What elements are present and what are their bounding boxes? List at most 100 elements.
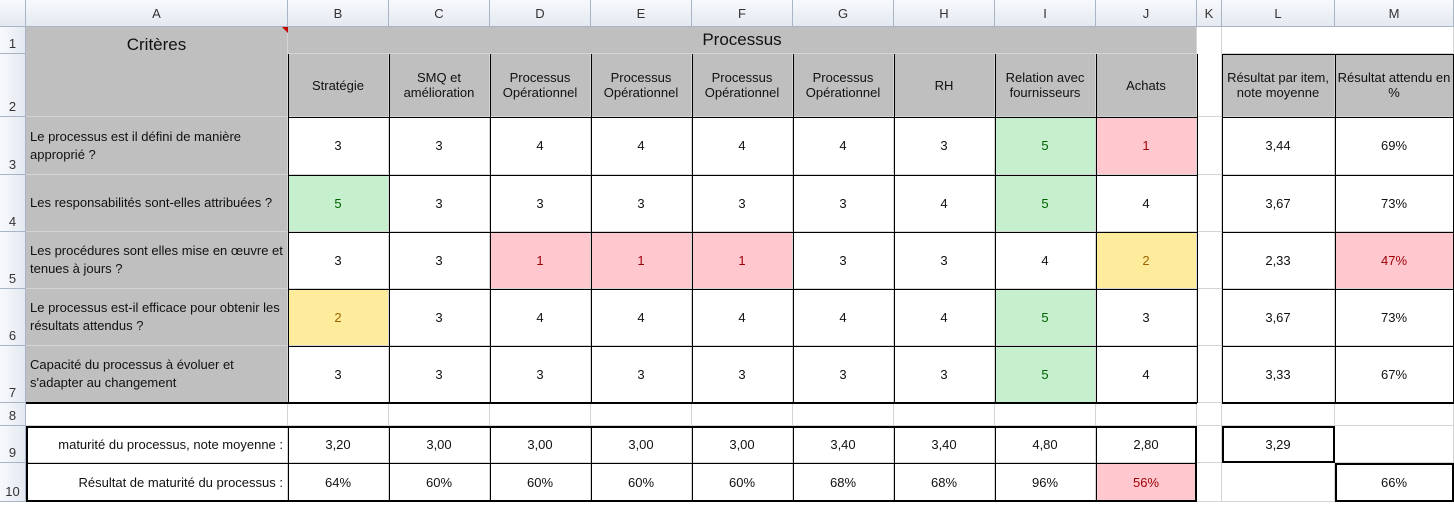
column-header-g[interactable]: G	[793, 0, 894, 27]
overall-average-cell[interactable]: 3,29	[1222, 426, 1335, 463]
select-all-corner[interactable]	[0, 0, 26, 27]
empty-k-cell[interactable]	[1197, 346, 1222, 403]
row-header-10[interactable]: 10	[0, 463, 26, 502]
empty-k-cell[interactable]	[1197, 175, 1222, 232]
item-average-cell[interactable]: 2,33	[1222, 232, 1335, 289]
score-cell[interactable]: 1	[1096, 117, 1197, 175]
criterion-label[interactable]: Le processus est-il efficace pour obteni…	[26, 289, 288, 346]
item-average-cell[interactable]: 3,67	[1222, 175, 1335, 232]
item-percent-cell[interactable]: 73%	[1335, 175, 1454, 232]
result-percent-cell[interactable]: 60%	[389, 463, 490, 502]
item-percent-cell[interactable]: 47%	[1335, 232, 1454, 289]
score-cell[interactable]: 3	[591, 346, 692, 403]
result-percent-cell[interactable]: 60%	[692, 463, 793, 502]
process-column-label[interactable]: Processus Opérationnel	[692, 54, 793, 117]
processus-header[interactable]: Processus	[288, 27, 1197, 54]
empty-row8-cell[interactable]	[1096, 403, 1197, 426]
empty-row8-cell[interactable]	[692, 403, 793, 426]
score-cell[interactable]: 3	[591, 175, 692, 232]
score-cell[interactable]: 1	[591, 232, 692, 289]
column-header-j[interactable]: J	[1096, 0, 1197, 27]
score-cell[interactable]: 4	[490, 117, 591, 175]
maturity-average-cell[interactable]: 3,40	[894, 426, 995, 463]
empty-k-cell[interactable]	[1197, 232, 1222, 289]
column-header-l[interactable]: L	[1222, 0, 1335, 27]
score-cell[interactable]: 5	[995, 117, 1096, 175]
column-header-a[interactable]: A	[26, 0, 288, 27]
comment-indicator-icon[interactable]	[282, 27, 288, 33]
empty-row8-cell[interactable]	[793, 403, 894, 426]
result-percent-cell[interactable]: 56%	[1096, 463, 1197, 502]
score-cell[interactable]: 5	[995, 289, 1096, 346]
score-cell[interactable]: 5	[288, 175, 389, 232]
empty-row8-cell[interactable]	[894, 403, 995, 426]
criterion-label[interactable]: Le processus est il défini de manière ap…	[26, 117, 288, 175]
column-header-h[interactable]: H	[894, 0, 995, 27]
resultat-pct-header[interactable]: Résultat attendu en %	[1335, 54, 1454, 117]
score-cell[interactable]: 4	[490, 289, 591, 346]
score-cell[interactable]: 4	[1096, 175, 1197, 232]
result-percent-cell[interactable]: 64%	[288, 463, 389, 502]
score-cell[interactable]: 4	[692, 289, 793, 346]
score-cell[interactable]: 3	[288, 117, 389, 175]
row-header-3[interactable]: 3	[0, 117, 26, 175]
criteres-header[interactable]: Critères	[26, 27, 288, 117]
item-percent-cell[interactable]: 73%	[1335, 289, 1454, 346]
score-cell[interactable]: 3	[389, 175, 490, 232]
score-cell[interactable]: 3	[490, 175, 591, 232]
empty-row8-cell[interactable]	[1197, 403, 1222, 426]
empty-row8-cell[interactable]	[288, 403, 389, 426]
score-cell[interactable]: 3	[894, 346, 995, 403]
column-header-i[interactable]: I	[995, 0, 1096, 27]
score-cell[interactable]: 2	[1096, 232, 1197, 289]
score-cell[interactable]: 3	[389, 232, 490, 289]
maturity-average-cell[interactable]: 3,00	[389, 426, 490, 463]
row-header-6[interactable]: 6	[0, 289, 26, 346]
score-cell[interactable]: 3	[793, 346, 894, 403]
score-cell[interactable]: 3	[793, 232, 894, 289]
process-column-label[interactable]: Processus Opérationnel	[490, 54, 591, 117]
empty-row8-cell[interactable]	[1222, 403, 1335, 426]
empty-k9[interactable]	[1197, 426, 1222, 463]
score-cell[interactable]: 3	[692, 175, 793, 232]
process-column-label[interactable]: Stratégie	[288, 54, 389, 117]
empty-row8-cell[interactable]	[490, 403, 591, 426]
maturity-average-cell[interactable]: 2,80	[1096, 426, 1197, 463]
empty-l10[interactable]	[1222, 463, 1335, 502]
process-column-label[interactable]: RH	[894, 54, 995, 117]
item-percent-cell[interactable]: 67%	[1335, 346, 1454, 403]
empty-row8-cell[interactable]	[26, 403, 288, 426]
score-cell[interactable]: 3	[894, 232, 995, 289]
row-header-5[interactable]: 5	[0, 232, 26, 289]
score-cell[interactable]: 5	[995, 175, 1096, 232]
score-cell[interactable]: 4	[793, 117, 894, 175]
score-cell[interactable]: 5	[995, 346, 1096, 403]
result-percent-cell[interactable]: 68%	[894, 463, 995, 502]
score-cell[interactable]: 4	[894, 175, 995, 232]
item-average-cell[interactable]: 3,33	[1222, 346, 1335, 403]
process-column-label[interactable]: SMQ et amélioration	[389, 54, 490, 117]
maturity-average-cell[interactable]: 3,20	[288, 426, 389, 463]
empty-row8-cell[interactable]	[995, 403, 1096, 426]
score-cell[interactable]: 4	[692, 117, 793, 175]
score-cell[interactable]: 4	[1096, 346, 1197, 403]
empty-k10[interactable]	[1197, 463, 1222, 502]
empty-row8-cell[interactable]	[591, 403, 692, 426]
score-cell[interactable]: 3	[288, 232, 389, 289]
score-cell[interactable]: 4	[591, 117, 692, 175]
row-header-1[interactable]: 1	[0, 27, 26, 54]
score-cell[interactable]: 2	[288, 289, 389, 346]
score-cell[interactable]: 3	[692, 346, 793, 403]
score-cell[interactable]: 1	[692, 232, 793, 289]
maturity-label[interactable]: maturité du processus, note moyenne :	[26, 426, 288, 463]
maturity-average-cell[interactable]: 3,00	[692, 426, 793, 463]
score-cell[interactable]: 3	[389, 117, 490, 175]
column-header-b[interactable]: B	[288, 0, 389, 27]
row-header-2[interactable]: 2	[0, 54, 26, 117]
criterion-label[interactable]: Les procédures sont elles mise en œuvre …	[26, 232, 288, 289]
empty-row8-cell[interactable]	[389, 403, 490, 426]
item-average-cell[interactable]: 3,67	[1222, 289, 1335, 346]
score-cell[interactable]: 3	[793, 175, 894, 232]
result-percent-cell[interactable]: 60%	[490, 463, 591, 502]
result-percent-cell[interactable]: 60%	[591, 463, 692, 502]
